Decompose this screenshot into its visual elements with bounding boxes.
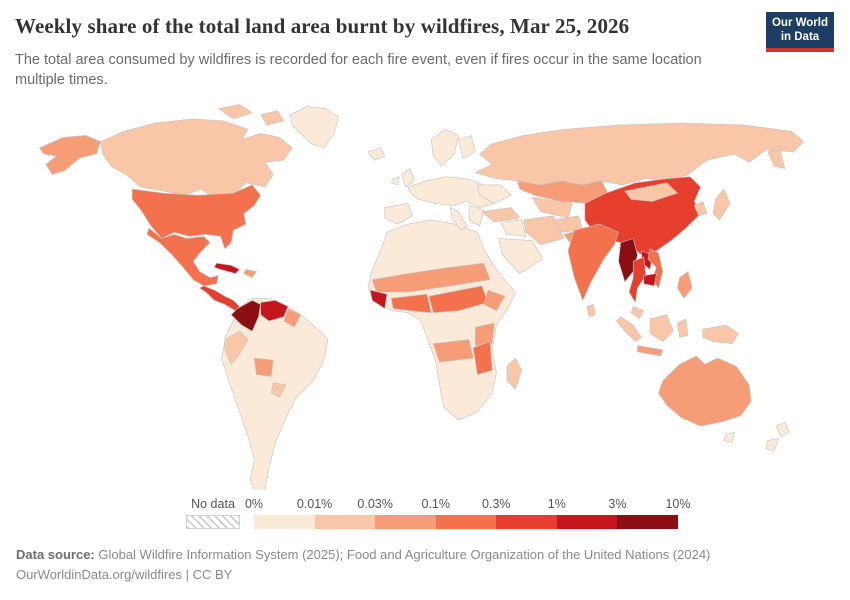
region-tasmania[interactable]	[723, 431, 735, 443]
chart-footer: Data source: Global Wildfire Information…	[16, 545, 710, 585]
region-java[interactable]	[637, 345, 664, 357]
region-turkey[interactable]	[481, 207, 520, 223]
region-hispaniola[interactable]	[243, 269, 257, 278]
legend-no-data[interactable]: No data	[186, 497, 240, 529]
region-mexico[interactable]	[146, 227, 219, 287]
legend-scale: 0% 0.01% 0.03% 0.1% 0.3% 1% 3% 10%	[245, 497, 691, 529]
region-sahel[interactable]	[371, 262, 491, 293]
region-new-guinea[interactable]	[702, 324, 739, 344]
legend-tick-label: 1%	[547, 497, 566, 511]
region-sumatra[interactable]	[616, 316, 642, 342]
region-central-africa[interactable]	[428, 285, 489, 314]
region-sri-lanka[interactable]	[586, 304, 596, 318]
legend-color-segment[interactable]	[254, 515, 315, 529]
page-title: Weekly share of the total land area burn…	[15, 14, 630, 38]
region-colombia[interactable]	[230, 300, 261, 332]
region-ireland[interactable]	[390, 176, 400, 186]
region-greenland[interactable]	[289, 106, 339, 149]
footer-divider: |	[185, 567, 189, 583]
region-vietnam[interactable]	[647, 248, 664, 289]
region-philippines[interactable]	[677, 271, 693, 299]
data-source-label: Data source:	[16, 547, 95, 562]
region-mongolia[interactable]	[624, 182, 678, 202]
region-russia[interactable]	[475, 122, 805, 186]
legend-tick-labels: 0% 0.01% 0.03% 0.1% 0.3% 1% 3% 10%	[245, 497, 691, 515]
region-iraq-syria[interactable]	[500, 219, 527, 237]
region-iceland[interactable]	[367, 147, 386, 161]
chart-subtitle: The total area consumed by wildfires is …	[15, 52, 702, 89]
region-finland[interactable]	[458, 135, 476, 159]
region-ukraine[interactable]	[477, 184, 512, 204]
map-legend: No data 0% 0.01% 0.03% 0.1% 0.3% 1% 3% 10%	[186, 497, 691, 529]
data-source-text: Global Wildfire Information System (2025…	[94, 547, 711, 562]
license-line: OurWorldinData.org/wildfires | CC BY	[16, 565, 710, 585]
region-ghana-nigeria[interactable]	[390, 293, 432, 314]
license-label: CC BY	[192, 567, 233, 583]
region-bolivia[interactable]	[253, 357, 274, 377]
legend-color-segment[interactable]	[314, 515, 376, 529]
region-cuba[interactable]	[213, 262, 240, 274]
region-sulawesi[interactable]	[677, 318, 689, 338]
owid-logo[interactable]: Our World in Data	[766, 12, 834, 52]
region-thailand[interactable]	[628, 256, 647, 303]
region-venezuela[interactable]	[260, 300, 289, 322]
owid-logo-line1: Our World	[771, 16, 828, 29]
legend-color-segment[interactable]	[496, 515, 557, 529]
region-iberia[interactable]	[384, 203, 413, 225]
region-guyanas[interactable]	[283, 308, 301, 328]
legend-tick-label: 0.03%	[357, 497, 393, 511]
region-central-america[interactable]	[199, 285, 240, 311]
region-new-zealand[interactable]	[765, 421, 790, 452]
region-canada[interactable]	[100, 118, 293, 200]
region-europe[interactable]	[407, 176, 499, 208]
region-iran[interactable]	[523, 215, 565, 245]
legend-color-segment[interactable]	[617, 515, 679, 529]
region-korea[interactable]	[694, 201, 708, 217]
legend-tick-label: 3%	[608, 497, 627, 511]
legend-tick-label: 0.1%	[421, 497, 450, 511]
region-italy[interactable]	[449, 207, 468, 231]
region-japan[interactable]	[712, 188, 731, 221]
region-scandinavia[interactable]	[430, 128, 459, 167]
legend-tick-label: 10%	[665, 497, 691, 511]
region-west-africa-coast[interactable]	[369, 289, 388, 309]
legend-color-segment[interactable]	[435, 515, 497, 529]
legend-color-bar[interactable]	[254, 515, 679, 529]
legend-color-segment[interactable]	[556, 515, 618, 529]
region-united-states[interactable]	[131, 184, 261, 250]
owid-link[interactable]: OurWorldinData.org/wildfires	[16, 567, 182, 583]
region-madagascar[interactable]	[506, 357, 522, 390]
owid-logo-line2: in Data	[780, 31, 820, 43]
region-canadian-arctic[interactable]	[218, 104, 285, 126]
region-balkans[interactable]	[468, 205, 485, 227]
world-map[interactable]	[8, 88, 808, 490]
region-malaysia[interactable]	[630, 306, 645, 320]
region-east-africa[interactable]	[475, 322, 495, 347]
region-arabia[interactable]	[498, 238, 544, 274]
legend-tick-label: 0%	[244, 497, 264, 511]
region-ethiopia[interactable]	[483, 289, 506, 311]
region-borneo[interactable]	[649, 314, 674, 342]
region-alaska[interactable]	[39, 135, 101, 175]
region-paraguay[interactable]	[270, 382, 287, 398]
legend-no-data-label: No data	[191, 497, 235, 511]
region-mozambique[interactable]	[472, 341, 493, 375]
region-peru[interactable]	[224, 330, 249, 365]
legend-no-data-swatch[interactable]	[186, 515, 240, 529]
region-india[interactable]	[567, 223, 619, 301]
data-source-line: Data source: Global Wildfire Information…	[16, 545, 710, 565]
region-united-kingdom[interactable]	[401, 168, 415, 188]
region-australia[interactable]	[658, 355, 752, 427]
region-angola-zambia[interactable]	[432, 339, 474, 363]
legend-tick-label: 0.3%	[482, 497, 511, 511]
legend-color-segment[interactable]	[375, 515, 436, 529]
region-cambodia[interactable]	[643, 273, 657, 287]
region-africa[interactable]	[367, 219, 516, 421]
legend-tick-label: 0.01%	[296, 497, 333, 511]
